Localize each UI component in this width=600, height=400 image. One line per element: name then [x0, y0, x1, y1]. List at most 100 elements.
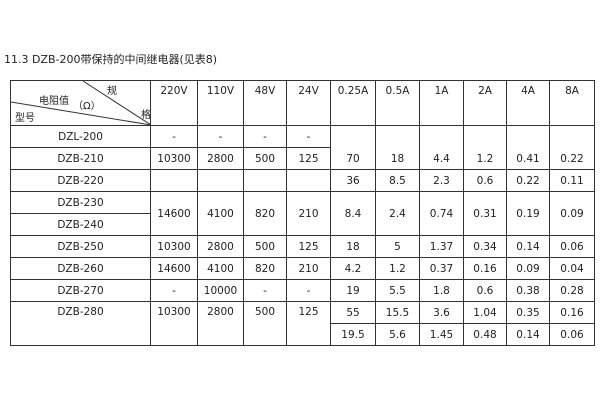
value-cell: - — [243, 279, 287, 302]
empty-cell — [243, 169, 287, 192]
corner-model-label: 型号 — [15, 113, 35, 124]
value-cell: 0.04 — [549, 257, 595, 280]
value-cell: 55 — [330, 301, 376, 324]
value-cell: 0.6 — [463, 279, 507, 302]
table-row: DZL-200 - - - - 70 18 4.4 1.2 0.41 0.22 — [10, 125, 595, 170]
value-cell: 2.4 — [375, 191, 420, 236]
value-cell: 1.8 — [419, 279, 464, 302]
value-cell: 0.31 — [463, 191, 507, 236]
model-cell: DZB-270 — [10, 279, 151, 302]
value-cell: 0.22 — [506, 169, 550, 192]
value-cell: 1.37 — [419, 235, 464, 258]
table-caption: 11.3 DZB-200带保持的中间继电器(见表8) — [4, 53, 218, 66]
table-row: DZB-270 - 10000 - - 19 5.5 1.8 0.6 0.38 … — [10, 279, 595, 302]
value-cell: 820 — [243, 191, 287, 236]
value-cell: 5.6 — [375, 323, 420, 346]
model-cell: DZB-260 — [10, 257, 151, 280]
value-cell: 1.2 — [375, 257, 420, 280]
value-cell: 125 — [286, 147, 331, 170]
value-cell: 0.34 — [463, 235, 507, 258]
table-row: DZB-280 10300 2800 500 125 55 15.5 3.6 1… — [10, 301, 595, 346]
value-cell: 4.4 — [419, 125, 464, 170]
value-cell: 0.6 — [463, 169, 507, 192]
value-cell: 125 — [286, 301, 331, 346]
corner-header-cell: 规 电阻值 （Ω） 格 型号 — [10, 80, 151, 126]
value-cell: 0.09 — [506, 257, 550, 280]
value-cell: 10300 — [150, 301, 198, 346]
value-cell: 70 — [330, 125, 376, 170]
value-cell: - — [243, 125, 287, 148]
table-row: DZB-250 10300 2800 500 125 18 5 1.37 0.3… — [10, 235, 595, 258]
value-cell: 0.74 — [419, 191, 464, 236]
column-header: 8A — [549, 80, 595, 126]
model-cell: DZB-280 — [10, 301, 151, 346]
value-cell: 2800 — [197, 301, 244, 346]
value-cell: 4100 — [197, 191, 244, 236]
value-cell: 10300 — [150, 235, 198, 258]
value-cell: 210 — [286, 257, 331, 280]
value-cell: 125 — [286, 235, 331, 258]
value-cell: 0.14 — [506, 235, 550, 258]
value-cell: - — [286, 279, 331, 302]
value-cell: 8.5 — [375, 169, 420, 192]
value-cell: 1.2 — [463, 125, 507, 170]
table-row: 19.5 5.6 1.45 0.48 0.14 0.06 — [11, 323, 595, 346]
header-row: 规 电阻值 （Ω） 格 型号 220V 110V 48V 24V 0.25A 0… — [10, 80, 595, 126]
value-cell: 0.48 — [463, 323, 507, 346]
column-header: 24V — [286, 80, 331, 126]
value-cell: 1.45 — [419, 323, 464, 346]
value-cell: 2800 — [197, 235, 244, 258]
column-header: 48V — [243, 80, 287, 126]
value-cell: 2800 — [197, 147, 244, 170]
value-cell: 0.38 — [506, 279, 550, 302]
column-header: 110V — [197, 80, 244, 126]
value-cell: 0.11 — [549, 169, 595, 192]
value-cell: 4.2 — [330, 257, 376, 280]
value-cell: 0.35 — [506, 301, 550, 324]
value-cell: 5 — [375, 235, 420, 258]
empty-cell — [286, 169, 331, 192]
model-cell: DZB-240 — [10, 213, 151, 236]
value-cell: 19.5 — [330, 323, 376, 346]
value-cell: 0.06 — [549, 323, 595, 346]
value-cell: - — [150, 125, 198, 148]
value-cell: 14600 — [150, 257, 198, 280]
column-header: 1A — [419, 80, 464, 126]
value-cell: 18 — [375, 125, 420, 170]
value-cell: 500 — [243, 301, 287, 346]
corner-unit-label: （Ω） — [73, 101, 101, 112]
value-cell: 5.5 — [375, 279, 420, 302]
value-cell: 500 — [243, 235, 287, 258]
corner-resistance-label: 电阻值 — [39, 96, 69, 107]
empty-cell — [150, 169, 198, 192]
value-cell: - — [150, 279, 198, 302]
table-row: DZB-260 14600 4100 820 210 4.2 1.2 0.37 … — [10, 257, 595, 280]
table-row: DZB-230 14600 4100 820 210 8.4 2.4 0.74 … — [10, 191, 595, 236]
value-cell: 0.37 — [419, 257, 464, 280]
empty-cell — [197, 169, 244, 192]
value-cell: 0.19 — [506, 191, 550, 236]
corner-grid-label: 格 — [141, 110, 151, 121]
column-header: 0.25A — [330, 80, 376, 126]
value-cell: 0.06 — [549, 235, 595, 258]
value-cell: 210 — [286, 191, 331, 236]
value-cell: 0.14 — [506, 323, 550, 346]
table-row: DZB-210 10300 2800 500 125 — [10, 147, 595, 170]
column-header: 4A — [506, 80, 550, 126]
corner-spec-label: 规 — [107, 86, 117, 97]
model-cell: DZB-230 — [10, 191, 151, 214]
model-cell: DZB-250 — [10, 235, 151, 258]
column-header: 2A — [463, 80, 507, 126]
value-cell: 15.5 — [375, 301, 420, 324]
column-header: 220V — [150, 80, 198, 126]
value-cell: - — [197, 125, 244, 148]
value-cell: 0.41 — [506, 125, 550, 170]
diagonal-lines — [11, 81, 151, 125]
value-cell: 0.16 — [549, 301, 595, 324]
value-cell: 36 — [330, 169, 376, 192]
table-row: DZB-220 36 8.5 2.3 0.6 0.22 0.11 — [10, 169, 595, 192]
value-cell: 0.09 — [549, 191, 595, 236]
value-cell: 2.3 — [419, 169, 464, 192]
value-cell: 19 — [330, 279, 376, 302]
value-cell: 0.16 — [463, 257, 507, 280]
